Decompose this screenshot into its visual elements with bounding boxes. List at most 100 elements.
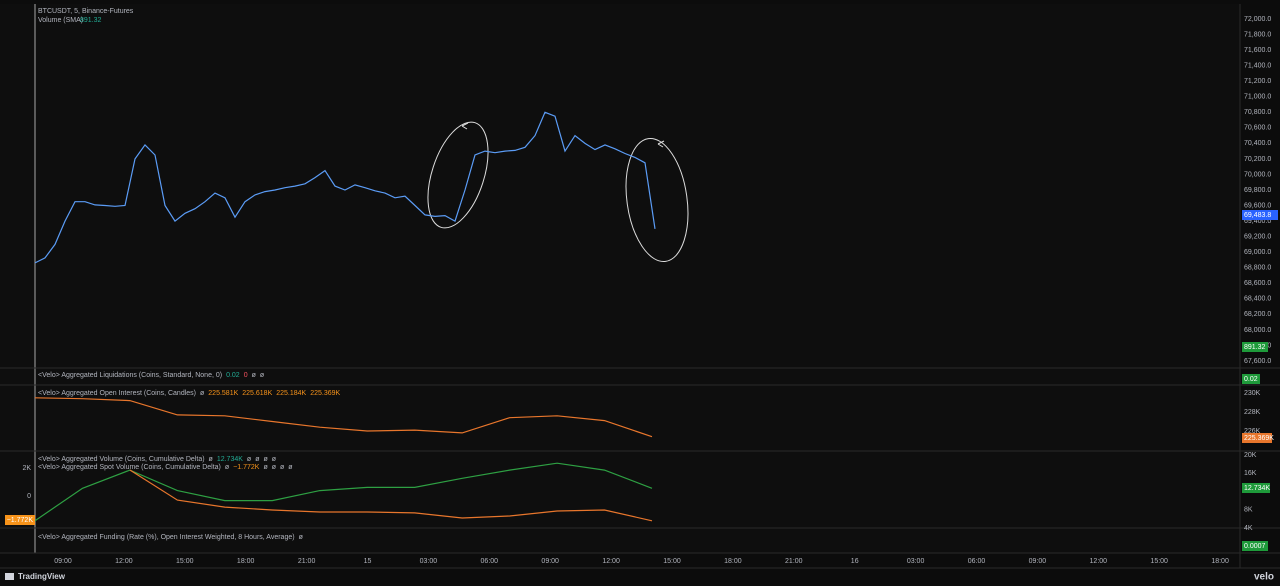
x-tick-label: 15:00 xyxy=(663,558,681,565)
x-tick-label: 21:00 xyxy=(298,558,316,565)
pane-legend: ø xyxy=(263,456,268,463)
pane-legend: 225.369K xyxy=(310,390,340,397)
y-tick-label: 20K xyxy=(1244,452,1257,459)
price-badge xyxy=(1242,541,1268,551)
y-tick-label: 71,600.0 xyxy=(1244,47,1271,54)
x-tick-label: 16 xyxy=(851,558,859,565)
y-tick-label: 69,800.0 xyxy=(1244,187,1271,194)
pane-legend: ø xyxy=(272,464,277,471)
pane-legend: ø xyxy=(272,456,277,463)
y-tick-label: 68,800.0 xyxy=(1244,265,1271,272)
price-badge xyxy=(1242,433,1272,443)
y-tick-label: 71,400.0 xyxy=(1244,62,1271,69)
pane-legend: ø xyxy=(280,464,285,471)
x-tick-label: 09:00 xyxy=(54,558,72,565)
y-tick-label: 69,400.0 xyxy=(1244,218,1271,225)
badge-label: 12.734K xyxy=(1244,485,1270,492)
price-badge xyxy=(5,515,35,525)
x-tick-label: 12:00 xyxy=(1090,558,1108,565)
price-badge xyxy=(1242,210,1278,220)
x-tick-label: 06:00 xyxy=(968,558,986,565)
brand: TradingView xyxy=(18,572,66,581)
y-tick-label: 67,600.0 xyxy=(1244,358,1271,365)
y-tick-label: 4K xyxy=(1244,525,1253,532)
badge-label: 0.02 xyxy=(1244,376,1258,383)
spot-delta-line xyxy=(129,469,653,522)
drawing-arrow xyxy=(461,122,469,130)
y-tick-label: 70,000.0 xyxy=(1244,171,1271,178)
y-tick-label: 68,400.0 xyxy=(1244,296,1271,303)
y-tick-label: 68,200.0 xyxy=(1244,311,1271,318)
price-badge xyxy=(1242,342,1268,352)
y-tick-label: 68,600.0 xyxy=(1244,280,1271,287)
pane-legend: 225.618K xyxy=(242,390,272,397)
pane-legend: 0 xyxy=(244,372,248,379)
y-tick-label: 230K xyxy=(1244,390,1261,397)
pane-legend: 225.581K xyxy=(208,390,238,397)
pane-legend: 12.734K xyxy=(217,456,243,463)
x-tick-label: 03:00 xyxy=(907,558,925,565)
y-tick-label: 16K xyxy=(1244,470,1257,477)
y-tick-label: 69,200.0 xyxy=(1244,233,1271,240)
x-tick-label: 12:00 xyxy=(602,558,620,565)
oi-line xyxy=(34,397,653,438)
pane-legend: ø xyxy=(200,390,205,397)
pane-legend: <Velo> Aggregated Liquidations (Coins, S… xyxy=(38,372,222,379)
pane-legend: <Velo> Aggregated Funding (Rate (%), Ope… xyxy=(38,534,295,541)
y-tick-label: 226K xyxy=(1244,428,1261,435)
pane-legend: ø xyxy=(247,456,252,463)
badge-label: 0.0007 xyxy=(1244,543,1266,550)
x-tick-label: 15 xyxy=(364,558,372,565)
y-tick-label: 70,600.0 xyxy=(1244,125,1271,132)
x-tick-label: 12:00 xyxy=(115,558,133,565)
y-tick-label: 71,800.0 xyxy=(1244,31,1271,38)
pane-legend: <Velo> Aggregated Spot Volume (Coins, Cu… xyxy=(38,464,221,471)
y-tick-label: 2K xyxy=(22,465,31,472)
x-tick-label: 09:00 xyxy=(1029,558,1047,565)
badge-label: 69,483.8 xyxy=(1244,212,1271,219)
y-tick-label: 71,200.0 xyxy=(1244,78,1271,85)
pane-legend: ø xyxy=(252,372,257,379)
y-tick-label: 70,400.0 xyxy=(1244,140,1271,147)
pane-legend: ø xyxy=(225,464,230,471)
x-tick-label: 18:00 xyxy=(237,558,255,565)
volume-value: 891.32 xyxy=(80,17,102,24)
pane-legend: <Velo> Aggregated Open Interest (Coins, … xyxy=(38,390,196,397)
pane-separators xyxy=(0,367,1280,569)
y-tick-label: 228K xyxy=(1244,409,1261,416)
x-tick-label: 06:00 xyxy=(481,558,499,565)
y-tick-label: 70,200.0 xyxy=(1244,156,1271,163)
x-tick-label: 15:00 xyxy=(176,558,194,565)
y-tick-label: 69,600.0 xyxy=(1244,202,1271,209)
badge-label: 225.369K xyxy=(1244,435,1274,442)
drawing-ellipse xyxy=(625,137,689,263)
pane-legend: ø xyxy=(260,372,265,379)
pane-legend: −1.772K xyxy=(233,464,260,471)
x-tick-label: 21:00 xyxy=(785,558,803,565)
brand-logo xyxy=(5,573,14,580)
x-tick-label: 18:00 xyxy=(1211,558,1229,565)
price-line xyxy=(34,111,656,264)
x-tick-label: 18:00 xyxy=(724,558,742,565)
pane-legend: ø xyxy=(255,456,260,463)
price-badge xyxy=(1242,483,1270,493)
pane-legend: ø xyxy=(263,464,268,471)
y-tick-label: 69,000.0 xyxy=(1244,249,1271,256)
drawing-arrow xyxy=(657,140,665,148)
velo-logo: velo xyxy=(1254,572,1274,583)
y-tick-label: 72,000.0 xyxy=(1244,16,1271,23)
x-tick-label: 03:00 xyxy=(420,558,438,565)
pane-legend: 225.184K xyxy=(276,390,306,397)
pane-legend: 0.02 xyxy=(226,372,240,379)
y-tick-label: 8K xyxy=(1244,507,1253,514)
pane-legend: <Velo> Aggregated Volume (Coins, Cumulat… xyxy=(38,456,205,463)
drawing-ellipse xyxy=(427,121,489,229)
badge-label: −1.772K xyxy=(7,517,34,524)
x-tick-label: 09:00 xyxy=(541,558,559,565)
symbol-title: BTCUSDT, 5, Binance-Futures xyxy=(38,8,134,15)
y-tick-label: 70,800.0 xyxy=(1244,109,1271,116)
y-tick-label: 68,000.0 xyxy=(1244,327,1271,334)
x-tick-label: 15:00 xyxy=(1150,558,1168,565)
pane-legend: ø xyxy=(288,464,293,471)
